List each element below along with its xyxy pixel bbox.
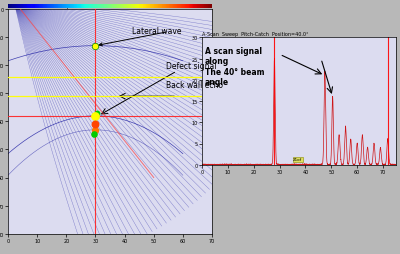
Point (92, 44, 99, 49)
Text: Defect signal: Defect signal (166, 61, 216, 71)
Point (94, 112, 100, 116)
Point (92, 128, 99, 132)
Text: Back wall echo: Back wall echo (166, 81, 223, 90)
Point (91, 133, 97, 137)
Text: Lateral wave: Lateral wave (132, 27, 182, 36)
Text: 21of: 21of (293, 158, 302, 162)
Text: A-Scan  Sweep  Pitch-Catch  Position=40.0°: A-Scan Sweep Pitch-Catch Position=40.0° (202, 32, 308, 37)
Point (92, 123, 99, 127)
Point (92, 114, 99, 118)
Text: Corrected Scan Sweep Pitch-Catch: Corrected Scan Sweep Pitch-Catch (8, 4, 103, 9)
Text: A scan signal
along
The 40° beam
angle: A scan signal along The 40° beam angle (204, 46, 264, 87)
